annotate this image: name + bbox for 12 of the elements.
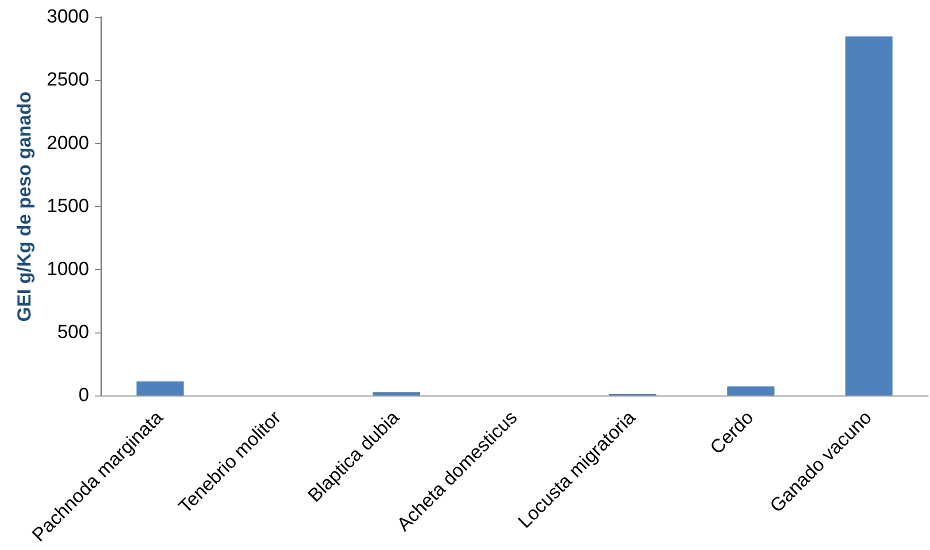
bar: [727, 386, 774, 396]
y-tick-label: 1000: [46, 258, 90, 280]
bar: [136, 381, 184, 396]
y-axis-title: GEI g/Kg de peso ganado: [14, 92, 36, 322]
y-tick-label: 0: [78, 385, 90, 406]
bar: [372, 392, 420, 396]
y-tick-label: 2000: [46, 132, 90, 154]
y-tick-label: 500: [57, 322, 90, 344]
bar: [845, 36, 893, 396]
y-tick-label: 2500: [46, 70, 90, 91]
y-tick-label: 3000: [46, 6, 90, 28]
y-tick-label: 1500: [46, 196, 90, 217]
